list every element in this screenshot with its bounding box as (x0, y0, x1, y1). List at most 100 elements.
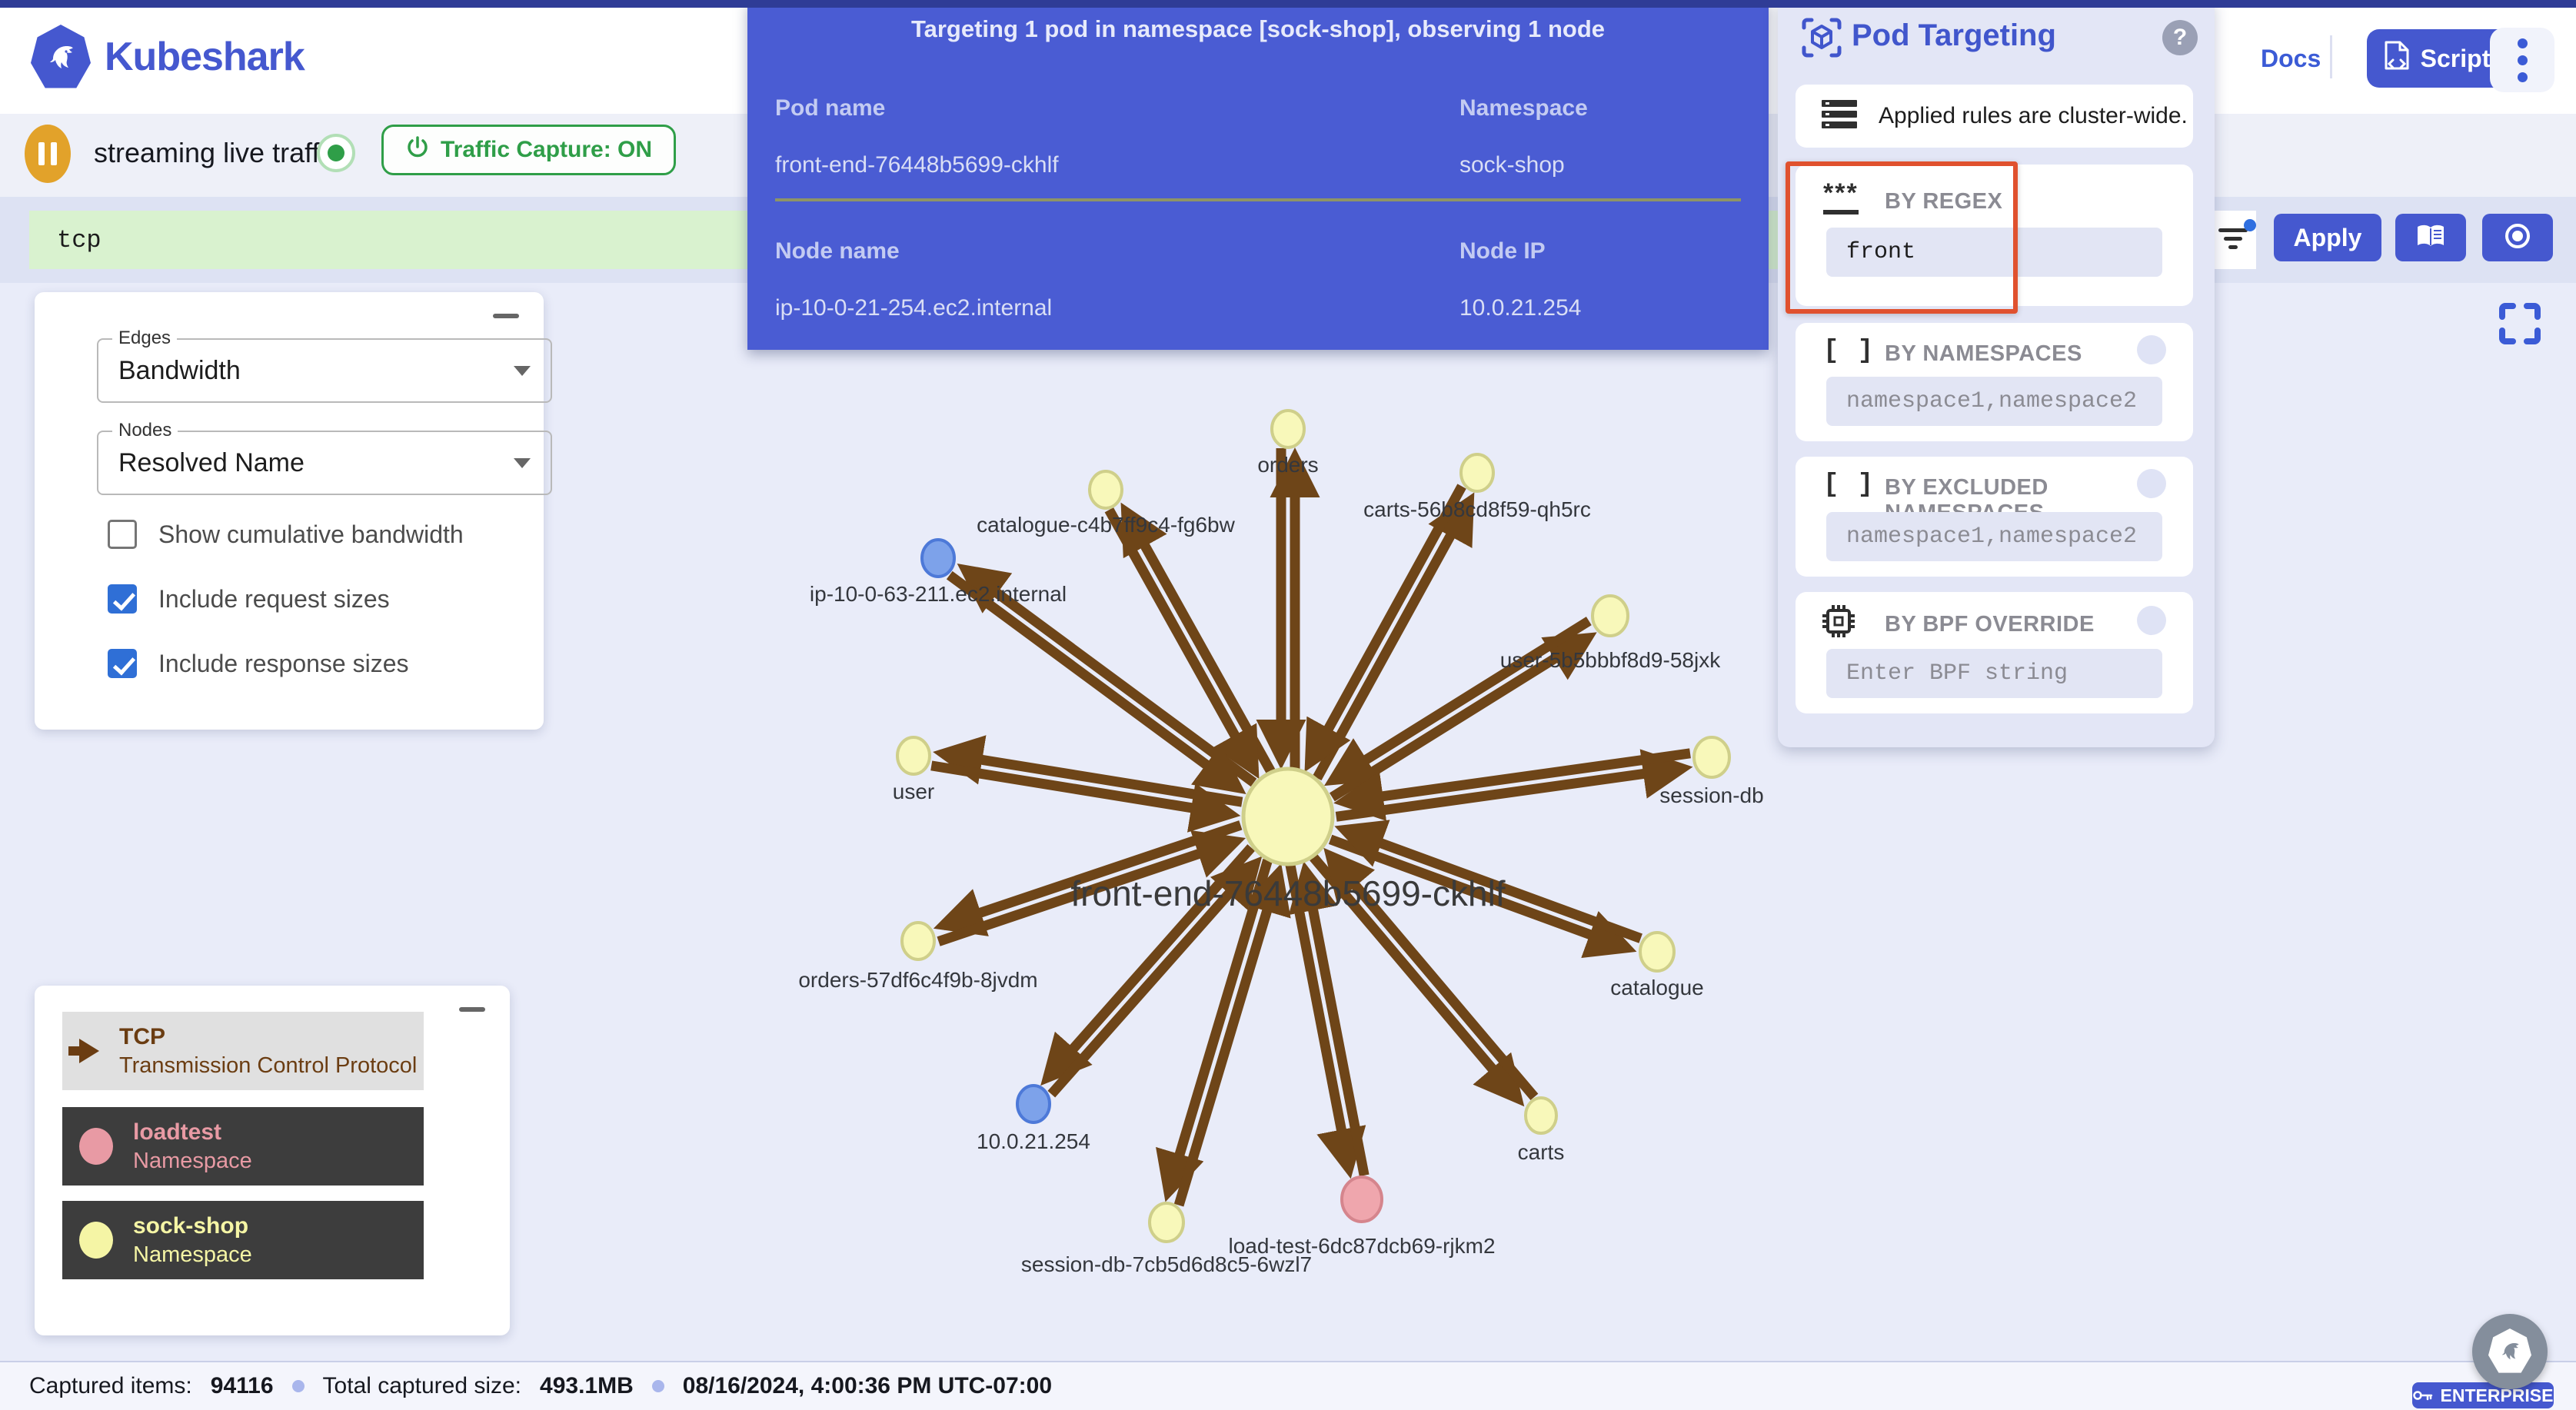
sockshop-node-icon (79, 1222, 113, 1259)
namespace-value: sock-shop (1459, 152, 1565, 178)
service-map-legend-button[interactable] (2395, 214, 2466, 261)
nodes-select-value: Resolved Name (118, 447, 305, 477)
graph-node-session-db-svc[interactable] (1692, 736, 1731, 779)
power-icon (405, 135, 430, 165)
graph-node-label-session-db-svc: session-db (1659, 783, 1763, 807)
bpf-chip-icon (1820, 603, 1857, 643)
namespaces-input[interactable]: namespace1,namespace2 (1826, 377, 2162, 426)
graph-node-catalogue-svc[interactable] (1639, 931, 1676, 973)
minimize-controls-button[interactable] (493, 314, 519, 318)
chevron-down-icon (514, 457, 531, 468)
traffic-edge (937, 830, 1246, 946)
cumulative-bandwidth-checkbox[interactable] (108, 520, 137, 549)
by-regex-label: BY REGEX (1885, 189, 2003, 214)
captured-size-value: 493.1MB (540, 1373, 634, 1398)
graph-node-label-user-svc: user (893, 780, 934, 803)
help-icon[interactable]: ? (2162, 20, 2198, 55)
minimize-legend-button[interactable] (459, 1007, 485, 1012)
capture-timestamp: 08/16/2024, 4:00:36 PM UTC-07:00 (682, 1373, 1053, 1398)
legend-item-tcp[interactable]: TCP Transmission Control Protocol (62, 1012, 424, 1090)
graph-node-label-orders-svc: orders (1257, 453, 1318, 477)
graph-node-label-session-db-pod: session-db-7cb5d6d8c5-6wzl7 (1021, 1252, 1312, 1276)
pause-button[interactable] (25, 125, 71, 183)
regex-icon: *** (1823, 180, 1859, 215)
filter-options-button[interactable] (2210, 211, 2256, 269)
kubeshark-logo-icon (31, 25, 91, 88)
traffic-edge (1047, 856, 1263, 1098)
graph-node-orders-svc[interactable] (1270, 409, 1306, 449)
legend-loadtest-subtitle: Namespace (133, 1148, 252, 1173)
namespaces-radio[interactable] (2137, 335, 2166, 364)
graph-node-load-test-pod[interactable] (1340, 1176, 1383, 1223)
graph-node-user-svc[interactable] (896, 736, 931, 776)
graph-node-session-db-pod[interactable] (1148, 1202, 1185, 1243)
tcp-edge-icon (68, 1039, 99, 1063)
graph-node-user-pod[interactable] (1591, 594, 1629, 637)
request-sizes-checkbox[interactable] (108, 584, 137, 614)
legend-tcp-subtitle: Transmission Control Protocol (119, 1053, 418, 1078)
cluster-note-card: Applied rules are cluster-wide. (1796, 85, 2193, 148)
graph-node-label-catalogue-svc: catalogue (1610, 976, 1703, 999)
more-menu-button[interactable] (2490, 28, 2554, 92)
excluded-namespaces-input[interactable]: namespace1,namespace2 (1826, 512, 2162, 561)
legend-panel: TCP Transmission Control Protocol loadte… (35, 986, 510, 1335)
graph-node-front-end-pod[interactable] (1241, 767, 1335, 866)
edges-select[interactable]: Edges Bandwidth (97, 328, 552, 403)
bpf-input[interactable]: Enter BPF string (1826, 649, 2162, 698)
brackets-icon: [ ] (1823, 471, 1875, 500)
apply-button[interactable]: Apply (2274, 214, 2381, 261)
graph-node-label-orders-pod: orders-57df6c4f9b-8jvdm (798, 968, 1037, 992)
rules-list-icon (1822, 99, 1857, 133)
brand-wordmark: Kubeshark (105, 35, 305, 79)
graph-node-catalogue-pod[interactable] (1088, 470, 1123, 510)
graph-node-node-ip-10-0-21-254[interactable] (1016, 1084, 1051, 1124)
bpf-radio[interactable] (2137, 606, 2166, 635)
nodes-select[interactable]: Nodes Resolved Name (97, 420, 552, 495)
node-name-value: ip-10-0-21-254.ec2.internal (775, 295, 1053, 321)
graph-node-label-load-test-pod: load-test-6dc87dcb69-rjkm2 (1228, 1234, 1495, 1258)
key-icon (2412, 1385, 2433, 1406)
traffic-capture-toggle[interactable]: Traffic Capture: ON (381, 125, 677, 175)
target-info-tooltip: Targeting 1 pod in namespace [sock-shop]… (747, 0, 1769, 350)
record-button[interactable] (2482, 214, 2553, 261)
traffic-edge (930, 760, 1241, 833)
response-sizes-checkbox[interactable] (108, 649, 137, 678)
by-namespaces-card: [ ] BY NAMESPACES namespace1,namespace2 (1796, 323, 2193, 441)
graph-node-node-ip-10-0-63-211[interactable] (920, 538, 956, 578)
legend-tcp-title: TCP (119, 1024, 165, 1050)
by-namespaces-label: BY NAMESPACES (1885, 341, 2082, 366)
traffic-edge (1313, 492, 1475, 781)
graph-node-label-carts-svc: carts (1518, 1140, 1565, 1164)
traffic-edge (1288, 861, 1370, 1177)
kubeshark-fab-button[interactable] (2472, 1314, 2548, 1389)
legend-item-sockshop[interactable]: sock-shop Namespace (62, 1201, 424, 1279)
graph-node-carts-svc[interactable] (1524, 1096, 1558, 1135)
service-map-graph[interactable]: orders catalogue-c4b7ff9c4-fg6bw carts-56b… (0, 265, 2576, 1361)
nodes-select-label: Nodes (112, 420, 178, 441)
response-sizes-row: Include response sizes (108, 649, 409, 678)
regex-highlight-box (1786, 161, 2018, 314)
docs-link[interactable]: Docs (2261, 45, 2321, 72)
traffic-edge (1173, 863, 1291, 1207)
captured-items-value: 94116 (210, 1373, 274, 1398)
traffic-edge (1324, 617, 1592, 786)
excluded-namespaces-radio[interactable] (2137, 469, 2166, 498)
top-strip (0, 0, 2576, 8)
request-sizes-row: Include request sizes (108, 584, 390, 614)
traffic-edge (1333, 748, 1691, 821)
record-icon (2502, 221, 2533, 255)
enterprise-badge[interactable]: ENTERPRISE (2412, 1382, 2554, 1408)
fullscreen-button[interactable] (2498, 301, 2542, 346)
target-tooltip-title: Targeting 1 pod in namespace [sock-shop]… (910, 15, 1606, 42)
brackets-icon: [ ] (1823, 337, 1875, 366)
pod-targeting-panel: Pod Targeting ? Applied rules are cluste… (1778, 0, 2215, 747)
graph-node-carts-pod[interactable] (1459, 453, 1495, 493)
edges-select-label: Edges (112, 328, 178, 349)
traffic-edge (1104, 507, 1260, 780)
graph-node-label-front-end-pod: front-end-76448b5699-ckhlf (1070, 873, 1505, 913)
graph-node-orders-pod[interactable] (900, 921, 936, 961)
streaming-status-label: streaming live traffic (94, 137, 340, 168)
cumulative-bandwidth-label: Show cumulative bandwidth (158, 520, 464, 548)
regex-input[interactable]: front (1826, 228, 2162, 277)
legend-item-loadtest[interactable]: loadtest Namespace (62, 1107, 424, 1186)
